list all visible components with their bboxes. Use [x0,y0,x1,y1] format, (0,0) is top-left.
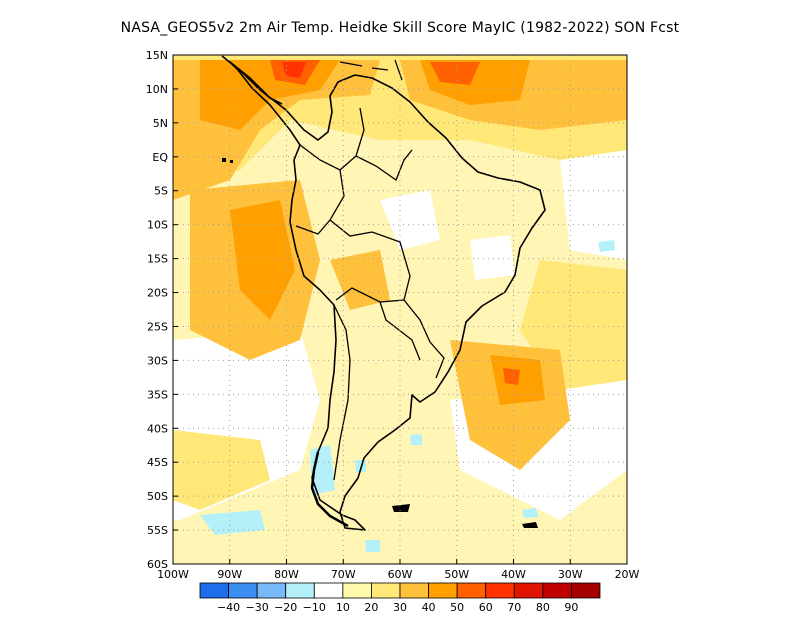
color-bar-swatch [371,582,401,599]
color-bar-label: 90 [564,601,578,614]
color-bar-swatch [313,582,344,599]
color-bar-swatch [542,582,572,599]
color-bar-label: 80 [536,601,550,614]
lat-lon-grid [172,54,628,565]
negative-skill-area [410,434,422,445]
color-bar-label: 40 [422,601,436,614]
lon-label: 100W [157,568,189,581]
longitude-labels: 100W 90W 80W 70W 60W 50W 40W 30W 20W [157,568,639,581]
skill-60-area [282,62,306,78]
lat-label: 25S [147,320,168,333]
lat-label: 5N [153,117,168,130]
color-bar-swatch [513,582,544,599]
skill-50-area [503,368,520,385]
color-bar-label: −40 [217,601,240,614]
negative-skill-area [200,510,265,535]
color-bar-swatch [428,582,458,599]
skill-40-area [230,200,295,320]
caribbean-islands [339,59,403,81]
color-bar-labels: −40 −30 −20 −10 10 20 30 40 50 60 70 80 90 [217,601,578,614]
skill-20-area [173,430,270,510]
lat-label: 45S [147,456,168,469]
color-bar-label: 20 [364,601,378,614]
color-bar-label: 70 [507,601,521,614]
color-bar-swatch [342,582,372,599]
falkland-islands [392,504,410,512]
lat-label: 5S [154,185,168,198]
color-bar-label: −30 [246,601,269,614]
latitude-labels: 15N 10N 5N EQ 5S 10S 15S 20S 25S 30S 35S 40S 45S 50S 5… [146,49,169,571]
lon-label: 40W [501,568,526,581]
color-bar-swatch [571,582,601,599]
color-bar-label: 50 [450,601,464,614]
map-title: NASA_GEOS5v2 2m Air Temp. Heidke Skill S… [120,20,680,36]
color-bar-label: 30 [393,601,407,614]
skill-50-area [430,62,480,85]
color-bar-label: 10 [336,601,350,614]
lat-label: 20S [147,287,168,300]
color-bar-swatch [285,582,315,599]
lon-label: 70W [331,568,356,581]
lat-label: 10N [146,83,168,96]
lat-label: 10S [147,219,168,232]
chilean-fjords [310,451,349,528]
negative-skill-area [522,508,538,518]
low-skill-area [380,190,440,250]
lat-label: 35S [147,388,168,401]
lat-label: 30S [147,354,168,367]
lat-label: 55S [147,524,168,537]
lat-label: 50S [147,490,168,503]
color-bar-swatch [485,582,515,599]
central-america-coastline [221,55,283,105]
lat-label: 40S [147,422,168,435]
color-bar-label: 60 [479,601,493,614]
color-bar-swatch [199,582,229,599]
lon-label: 50W [444,568,469,581]
lon-label: 90W [217,568,242,581]
low-skill-area [560,150,627,260]
lat-label: 60S [147,558,168,571]
lon-label: 30W [558,568,583,581]
south-georgia [522,522,538,528]
negative-skill-area [598,240,615,252]
color-bar-swatch [256,582,287,599]
color-bar-swatch [228,582,258,599]
color-bar-swatch [456,582,487,599]
national-borders [295,107,445,481]
plot-frame [172,54,628,565]
lat-label: 15N [146,49,168,62]
negative-skill-area [365,540,380,552]
color-bar [199,582,601,599]
galapagos-islands [222,158,233,163]
color-bar-label: −10 [303,601,326,614]
lat-label: EQ [152,151,168,164]
skill-field [173,55,627,564]
color-bar-swatch [399,582,429,599]
lat-label: 15S [147,253,168,266]
lon-label: 80W [274,568,299,581]
lon-label: 60W [388,568,413,581]
lon-label: 20W [615,568,640,581]
skill-30-area [330,250,390,310]
low-skill-area [470,235,515,280]
south-america-coastline [229,61,546,531]
color-bar-label: −20 [274,601,297,614]
